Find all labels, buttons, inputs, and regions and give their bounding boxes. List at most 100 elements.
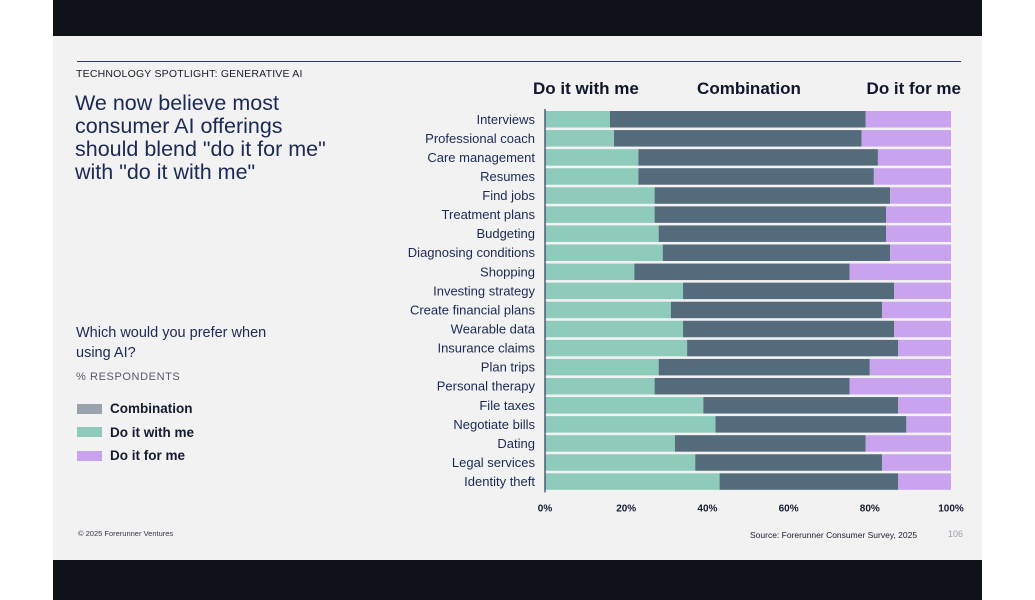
bar-do-it-for-me-6 [886, 225, 951, 242]
bar-combination-13 [658, 358, 870, 376]
bar-do-it-with-me-7 [545, 244, 663, 261]
bar-do-it-for-me-9 [894, 282, 951, 300]
page-number: 106 [948, 529, 964, 539]
bar-do-it-for-me-13 [869, 358, 951, 376]
bar-combination-3 [638, 168, 874, 185]
bar-do-it-with-me-10 [545, 301, 671, 319]
bar-do-it-with-me-15 [545, 397, 704, 414]
legend-swatch-with-me [77, 427, 102, 438]
column-header-combination: Combination [697, 79, 801, 98]
copyright-footer: © 2025 Forerunner Ventures [78, 529, 174, 538]
category-label: Resumes [480, 169, 535, 184]
bar-do-it-for-me-15 [898, 397, 951, 414]
bar-do-it-with-me-11 [545, 320, 684, 338]
slide-headline: We now believe most consumer AI offering… [75, 91, 326, 184]
source-footer: Source: Forerunner Consumer Survey, 2025 [750, 530, 918, 540]
x-tick-label: 100% [938, 503, 964, 514]
bar-do-it-with-me-18 [545, 454, 696, 471]
bar-do-it-for-me-19 [898, 473, 951, 490]
bar-combination-18 [695, 454, 882, 471]
chart-legend: Combination Do it with me Do it for me [77, 397, 194, 468]
bar-do-it-with-me-12 [545, 339, 688, 357]
bar-do-it-for-me-17 [865, 435, 951, 452]
bar-do-it-with-me-8 [545, 263, 635, 281]
bar-do-it-with-me-9 [545, 282, 684, 300]
x-tick-label: 80% [860, 503, 880, 514]
bar-do-it-for-me-16 [906, 416, 951, 433]
bar-do-it-with-me-6 [545, 225, 659, 242]
bar-do-it-for-me-1 [861, 130, 951, 147]
bar-combination-14 [654, 377, 850, 395]
bar-do-it-for-me-7 [890, 244, 951, 261]
category-label: Personal therapy [437, 379, 536, 394]
bar-do-it-with-me-16 [545, 416, 716, 433]
bar-do-it-with-me-17 [545, 435, 675, 452]
bar-do-it-for-me-14 [849, 377, 951, 395]
bar-do-it-for-me-0 [865, 111, 951, 128]
x-tick-label: 0% [538, 503, 553, 514]
x-tick-label: 40% [697, 503, 717, 514]
bar-combination-6 [658, 225, 887, 242]
bar-combination-0 [609, 111, 866, 128]
bar-combination-12 [687, 339, 899, 357]
category-label: File taxes [479, 398, 535, 413]
respondents-label: % RESPONDENTS [76, 371, 181, 383]
category-label: Interviews [476, 112, 535, 127]
bar-combination-8 [634, 263, 850, 281]
category-label: Diagnosing conditions [408, 245, 536, 260]
bar-do-it-for-me-10 [881, 301, 951, 319]
x-tick-label: 60% [779, 503, 799, 514]
bar-combination-5 [654, 206, 887, 223]
legend-label-for-me: Do it for me [110, 448, 186, 464]
legend-item-for-me: Do it for me [77, 444, 194, 468]
bar-do-it-with-me-2 [545, 149, 639, 166]
category-label: Treatment plans [442, 207, 536, 222]
eyebrow-label: TECHNOLOGY SPOTLIGHT: GENERATIVE AI [76, 68, 303, 80]
bar-do-it-with-me-13 [545, 358, 659, 376]
bar-do-it-for-me-8 [849, 263, 951, 281]
bar-do-it-for-me-3 [873, 168, 951, 185]
category-label: Wearable data [451, 322, 536, 337]
bar-do-it-with-me-1 [545, 130, 615, 147]
bar-combination-15 [703, 397, 899, 414]
category-label: Care management [427, 150, 535, 165]
column-header-with-me: Do it with me [533, 79, 639, 98]
legend-item-combination: Combination [77, 397, 194, 421]
category-label: Find jobs [482, 188, 535, 203]
bar-combination-16 [715, 416, 907, 433]
bar-do-it-with-me-19 [545, 473, 720, 490]
bar-do-it-with-me-14 [545, 377, 655, 395]
bar-do-it-for-me-12 [898, 339, 951, 357]
bar-combination-7 [662, 244, 891, 261]
bar-combination-1 [614, 130, 862, 147]
bar-do-it-for-me-11 [894, 320, 951, 338]
category-label: Identity theft [464, 474, 535, 489]
category-label: Shopping [480, 264, 535, 279]
survey-question: Which would you prefer when using AI? [76, 325, 267, 361]
bar-combination-9 [683, 282, 895, 300]
legend-label-with-me: Do it with me [110, 424, 194, 440]
legend-item-with-me: Do it with me [77, 421, 194, 445]
bar-do-it-with-me-0 [545, 111, 610, 128]
legend-swatch-for-me [77, 450, 102, 461]
category-label: Insurance claims [437, 341, 535, 356]
top-letterbox [53, 0, 982, 36]
legend-label-combination: Combination [110, 401, 193, 417]
bar-combination-4 [654, 187, 891, 204]
category-label: Budgeting [476, 226, 535, 241]
bar-do-it-for-me-18 [881, 454, 951, 471]
stacked-bar-chart: Do it with me Combination Do it for me Int… [408, 79, 964, 514]
bar-do-it-for-me-5 [886, 206, 951, 223]
bar-combination-11 [683, 320, 895, 338]
category-label: Dating [497, 436, 535, 451]
bar-do-it-with-me-3 [545, 168, 639, 185]
category-label: Professional coach [425, 131, 535, 146]
bar-combination-17 [674, 435, 866, 452]
category-label: Legal services [452, 455, 536, 470]
category-label: Plan trips [481, 360, 536, 375]
category-label: Create financial plans [410, 302, 536, 317]
legend-swatch-combination [77, 403, 102, 414]
bar-do-it-with-me-5 [545, 206, 655, 223]
bar-combination-10 [670, 301, 882, 319]
bar-do-it-for-me-4 [890, 187, 951, 204]
